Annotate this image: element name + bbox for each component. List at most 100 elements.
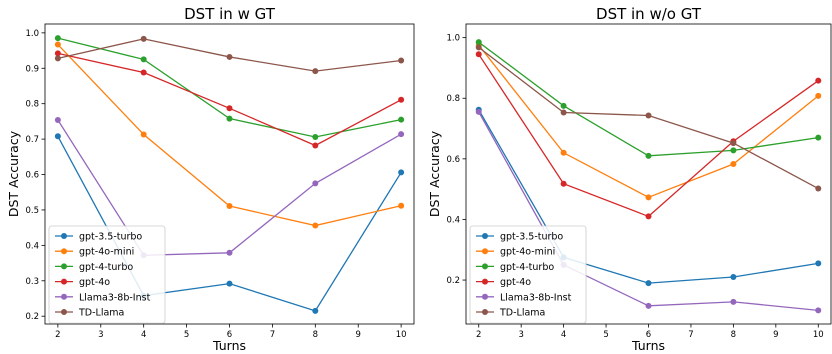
data-point [645,194,652,201]
data-point [560,109,567,116]
x-tick-label: 5 [603,330,608,340]
data-point [54,55,61,62]
series-gpt-4o [475,51,822,220]
legend-swatch-marker [61,263,67,270]
chart-panel-1: DST in w GT 2 3 4 5 6 7 8 9 10 0.2 0.3 0.4 0.5 0.6 0.7 0… [6,5,415,353]
y-tick-label: 1.0 [446,34,460,44]
x-axis-label: Turns [631,338,665,353]
data-point [645,280,652,287]
series-gpt-4-turbo [475,39,822,159]
data-point [140,69,147,76]
legend-item: TD-Llama [55,308,124,319]
series-TD-Llama [475,44,822,192]
series-Llama3-8b-Inst [54,116,405,259]
data-point [54,50,61,57]
legend-swatch-marker [482,293,488,300]
data-point [140,35,147,42]
data-point [226,115,233,122]
x-tick-label: 2 [476,330,481,340]
legend-item: gpt-4o-mini [55,247,134,258]
data-point [730,147,737,154]
data-point [815,77,822,84]
legend-label: Llama3-8b-Inst [79,292,151,303]
data-point [54,35,61,42]
legend-item: gpt-4o [55,277,110,288]
y-tick-label: 1.0 [25,29,39,39]
data-point [312,222,319,229]
data-point [140,56,147,63]
data-point [226,53,233,60]
data-point [54,116,61,123]
data-point [560,180,567,187]
series-gpt-4o [54,50,405,149]
legend-item: Llama3-8b-Inst [476,292,572,303]
data-point [730,161,737,167]
data-point [226,203,233,210]
series-line [478,53,819,218]
legend-label: gpt-3.5-turbo [500,232,563,243]
y-tick-label: 0.9 [25,64,39,74]
data-point [815,185,822,192]
x-tick-label: 9 [773,330,778,340]
data-point [645,213,652,220]
legend-label: gpt-4-turbo [79,262,133,273]
data-point [815,92,822,99]
legend-item: gpt-4-turbo [476,262,554,273]
data-point [226,280,233,287]
data-point [815,134,822,141]
y-axis-label: DST Accuracy [6,130,21,217]
legend-label: gpt-4o [500,277,531,288]
x-tick-label: 10 [813,330,824,340]
legend-swatch-marker [61,293,67,300]
legend-item: Llama3-8b-Inst [55,292,151,303]
data-point [730,274,737,281]
x-tick-label: 3 [98,330,103,340]
x-tick-label: 2 [55,330,60,340]
legend-label: gpt-3.5-turbo [79,232,142,243]
series-TD-Llama [54,35,405,75]
data-point [312,307,319,314]
legend-item: gpt-3.5-turbo [476,232,563,243]
series-line [478,44,819,199]
chart-panel-2: DST in w/o GT 2 3 4 5 6 7 8 9 10 0.2 0.4 0.6 0.8 1.0 Tu… [427,5,832,353]
data-point [226,105,233,112]
legend-item: gpt-3.5-turbo [55,232,142,243]
y-tick-label: 0.6 [25,171,39,181]
legend-swatch-marker [61,248,67,255]
series-line [57,44,402,227]
data-point [475,108,482,115]
data-point [645,152,652,159]
x-axis-label: Turns [212,338,246,353]
legend: gpt-3.5-turbo gpt-4o-mini gpt-4-turbo gpt-4… [48,225,166,324]
legend-swatch-marker [61,309,67,315]
legend-label: Llama3-8b-Inst [500,292,572,303]
data-point [560,102,567,109]
x-tick-label: 8 [313,330,318,340]
data-point [398,57,405,64]
y-tick-label: 0.4 [25,241,39,251]
x-tick-label: 3 [518,330,523,340]
legend-item: gpt-4o [476,277,531,288]
data-point [312,133,319,140]
chart-title: DST in w/o GT [596,5,702,23]
series-line [57,37,402,138]
data-point [312,180,319,187]
data-point [398,116,405,123]
legend-label: TD-Llama [78,308,124,319]
legend-swatch-marker [482,309,488,315]
y-tick-label: 0.3 [25,277,39,287]
x-tick-label: 5 [184,330,189,340]
legend-swatch-marker [482,233,488,239]
data-point [312,68,319,75]
data-point [475,44,482,51]
y-tick-label: 0.8 [446,94,460,104]
x-tick-label: 10 [396,330,407,340]
data-point [398,96,405,103]
legend-label: gpt-4-turbo [500,262,554,273]
data-point [140,131,147,138]
legend-item: gpt-4-turbo [55,262,133,273]
series-line [478,41,819,157]
y-tick-label: 0.4 [446,215,460,225]
legend-box [48,225,166,324]
legend-label: TD-Llama [499,308,545,319]
